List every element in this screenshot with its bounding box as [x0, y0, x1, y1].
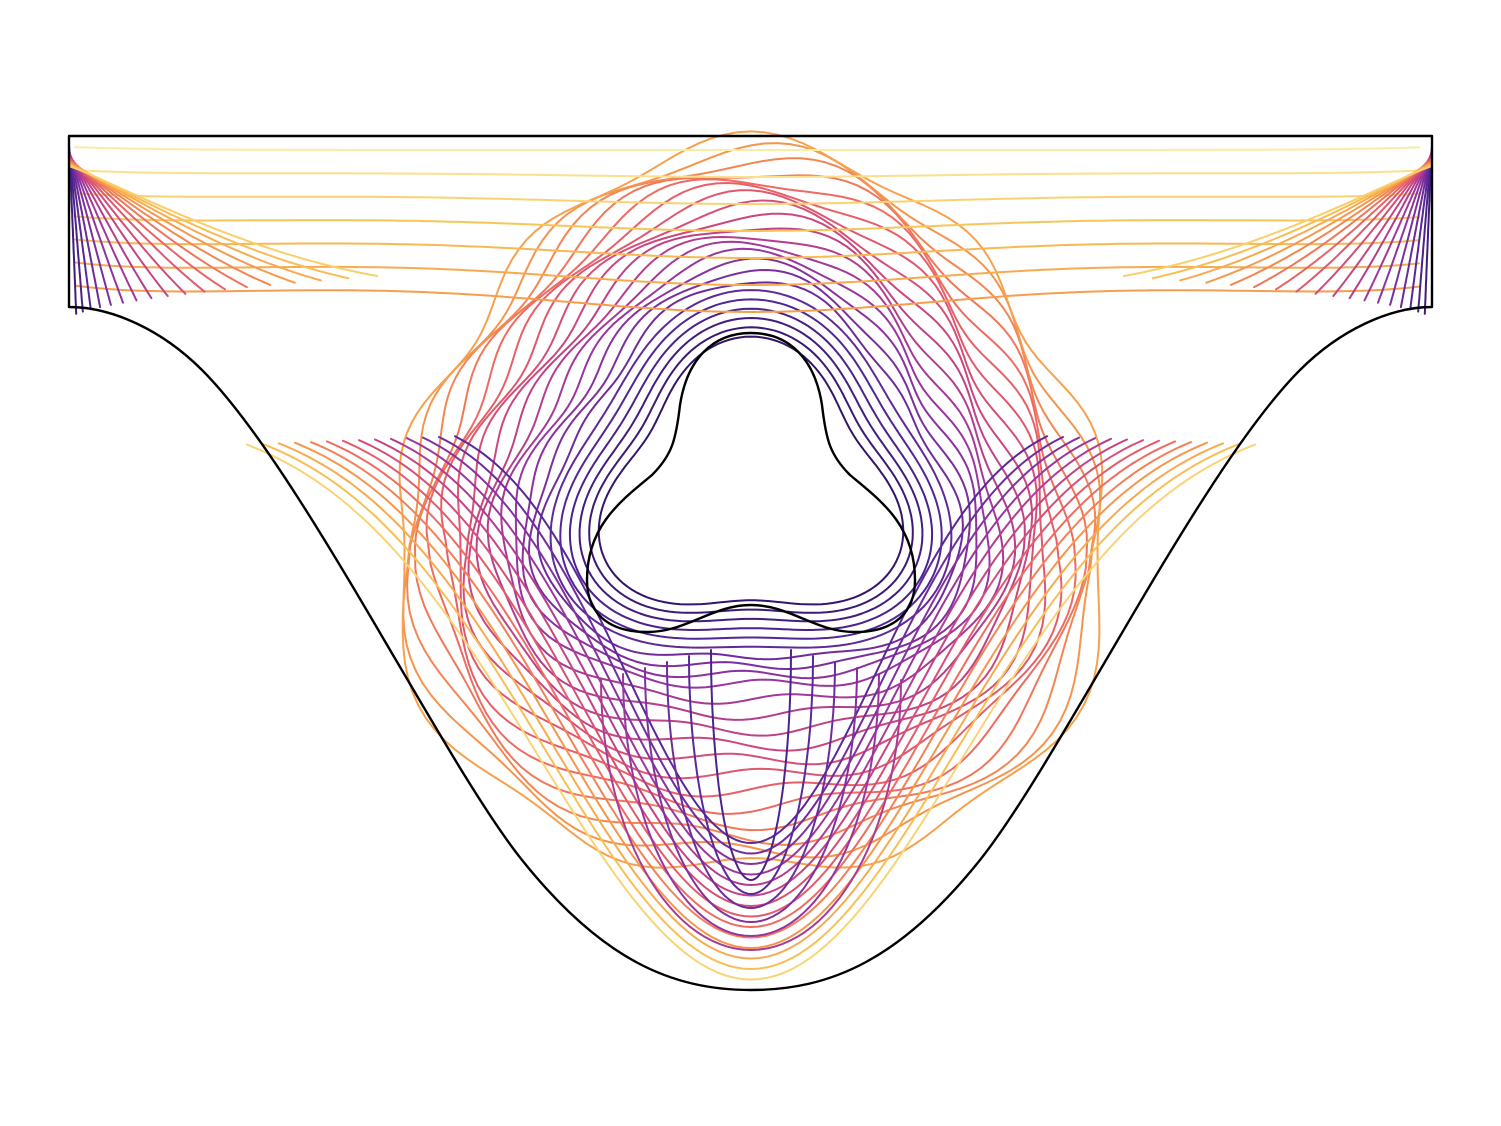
corner-fan-54 — [1348, 153, 1433, 300]
corner-fan-42 — [68, 160, 272, 286]
inner-obstacle — [585, 331, 917, 634]
corner-fan-47 — [1423, 146, 1433, 315]
corner-fan-31 — [68, 148, 92, 311]
corner-fan-60 — [1229, 160, 1433, 286]
corner-fan-59 — [1253, 159, 1433, 289]
lower-lobe-84 — [600, 679, 902, 951]
corner-fan-50 — [1399, 149, 1433, 309]
shell-contour-14 — [462, 199, 1038, 766]
corner-fan-32 — [68, 149, 102, 309]
upper-band-22 — [74, 146, 1420, 151]
shell-contour-4 — [559, 298, 943, 640]
corner-fan-35 — [68, 152, 138, 302]
shell-contour-6 — [536, 281, 964, 661]
corner-fan-45 — [68, 163, 350, 280]
shell-contour-12 — [475, 227, 1026, 737]
upper-band-23 — [74, 169, 1420, 178]
shell-contour-10 — [500, 240, 1005, 705]
corner-fan-52 — [1377, 151, 1433, 304]
shell-contour-18 — [414, 174, 1088, 832]
shell-contour-9 — [514, 247, 991, 689]
shell-contour-16 — [440, 182, 1063, 798]
corner-fan-49 — [1409, 148, 1433, 311]
corner-fan-41 — [68, 159, 248, 289]
lower-contour-74 — [390, 437, 1112, 886]
lower-lobe-83 — [622, 673, 880, 937]
outer-boundary — [67, 134, 1434, 992]
upper-band-28 — [74, 284, 1420, 313]
lower-contour-68 — [294, 441, 1208, 949]
corner-fan-61 — [1205, 161, 1433, 284]
shell-contour-3 — [568, 307, 934, 631]
corner-fan-44 — [68, 162, 322, 282]
corner-fan-34 — [68, 151, 124, 304]
lower-contour-75 — [406, 437, 1096, 876]
lower-lobe-82 — [644, 667, 858, 923]
lower-lobe-79 — [710, 649, 792, 881]
corner-fan-38 — [68, 156, 187, 295]
corner-fan-33 — [68, 150, 112, 306]
lower-lobe-81 — [666, 661, 836, 909]
upper-band-26 — [74, 238, 1420, 259]
corner-fan-29 — [68, 146, 78, 315]
corner-fan-55 — [1332, 155, 1433, 297]
corner-fan-43 — [68, 161, 296, 284]
lower-contour-78 — [454, 435, 1048, 844]
corner-fan-56 — [1314, 156, 1433, 295]
lower-lobe-80 — [688, 655, 814, 895]
corner-fan-51 — [1389, 150, 1433, 306]
corner-fan-58 — [1275, 158, 1433, 291]
corner-fan-64 — [1123, 165, 1433, 277]
corner-fan-40 — [68, 158, 226, 291]
shell-contour-2 — [578, 317, 924, 623]
shell-contour-7 — [528, 269, 971, 670]
lower-contour-70 — [326, 440, 1176, 928]
lower-contour-69 — [310, 441, 1192, 939]
corner-fan-30 — [68, 147, 84, 313]
shell-contour-20 — [402, 142, 1102, 859]
shell-contour-8 — [521, 257, 978, 680]
shell-contour-1 — [588, 326, 914, 614]
shell-contour-13 — [467, 212, 1034, 752]
corner-fan-53 — [1363, 152, 1433, 302]
lower-contour-65 — [246, 443, 1256, 981]
corner-fan-48 — [1417, 147, 1433, 313]
lower-contour-66 — [262, 443, 1240, 970]
lower-contour-72 — [358, 439, 1144, 907]
lower-contour-67 — [278, 442, 1224, 960]
corner-fan-39 — [68, 157, 206, 293]
domain-boundaries — [67, 134, 1434, 992]
corner-fan-36 — [68, 153, 153, 300]
corner-fan-37 — [68, 155, 169, 297]
contour-lines — [68, 130, 1433, 981]
lower-contour-73 — [374, 438, 1128, 897]
lower-contour-71 — [342, 439, 1160, 918]
upper-band-25 — [74, 215, 1420, 232]
lower-contour-76 — [422, 436, 1080, 865]
lower-contour-77 — [438, 436, 1064, 855]
shell-contour-19 — [406, 157, 1097, 846]
corner-fan-46 — [68, 165, 378, 277]
shell-contour-5 — [549, 289, 953, 649]
corner-fan-63 — [1151, 163, 1433, 280]
corner-fan-57 — [1295, 157, 1433, 293]
shell-contour-0 — [597, 335, 905, 606]
corner-fan-62 — [1179, 162, 1433, 282]
upper-band-24 — [74, 192, 1420, 205]
shell-contour-21 — [398, 130, 1104, 869]
